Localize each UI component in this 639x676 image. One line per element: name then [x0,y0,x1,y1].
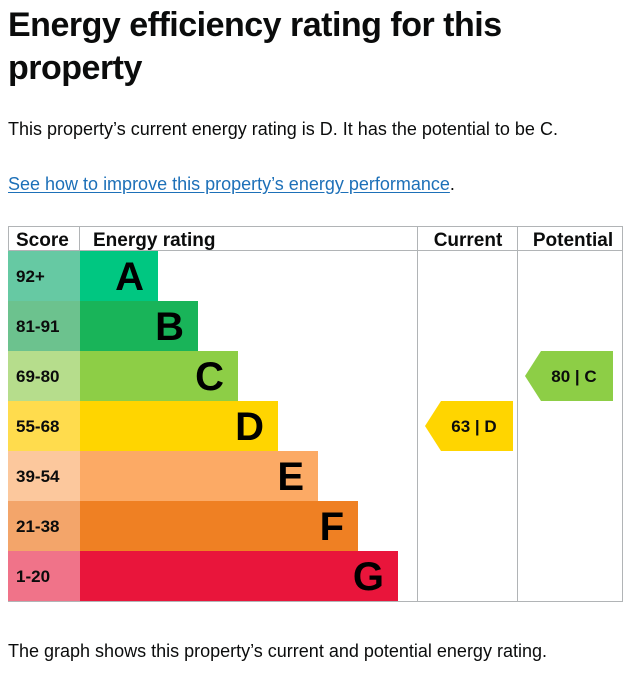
rating-arrows: 63 | D 80 | C [425,351,613,451]
current-rating-label: 63 | D [451,417,496,436]
score-cell-g [8,551,80,601]
header-score: Score [16,230,69,251]
score-cell-c [8,351,80,401]
rating-bar-a [80,251,158,301]
header-current: Current [434,230,503,251]
potential-rating-label: 80 | C [551,367,596,386]
improve-link-paragraph: See how to improve this property’s energ… [8,172,455,196]
improve-energy-link[interactable]: See how to improve this property’s energ… [8,174,450,194]
header-energy-rating: Energy rating [93,230,215,251]
score-range-b: 81-91 [16,317,59,336]
rating-bar-e [80,451,318,501]
epc-chart-svg: Score Energy rating Current Potential 92… [8,226,623,602]
rating-bar-d [80,401,278,451]
link-period: . [449,174,455,194]
score-range-a: 92+ [16,267,45,286]
rating-letter-c: C [195,355,224,399]
epc-chart: Score Energy rating Current Potential 92… [8,226,623,602]
rating-letter-a: A [115,255,144,299]
potential-rating-arrow [525,351,613,401]
chart-caption: The graph shows this property’s current … [8,641,547,661]
score-range-c: 69-80 [16,367,59,386]
score-cell-f [8,501,80,551]
rating-bar-c [80,351,238,401]
rating-letter-d: D [235,405,264,449]
rating-summary: This property’s current energy rating is… [8,119,558,139]
rating-letter-g: G [353,555,384,599]
rating-bar-f [80,501,358,551]
score-range-f: 21-38 [16,517,59,536]
rating-letter-e: E [277,455,304,499]
rating-letter-f: F [320,505,344,549]
score-range-d: 55-68 [16,417,59,436]
rating-letter-b: B [155,305,184,349]
current-rating-arrow [425,401,513,451]
score-range-e: 39-54 [16,467,60,486]
rating-bar-g [80,551,398,601]
score-range-g: 1-20 [16,567,50,586]
score-cell-d [8,401,80,451]
page-title: Energy efficiency rating for this proper… [8,6,502,87]
score-cell-e [8,451,80,501]
score-cell-a [8,251,80,301]
chart-grid [8,226,623,602]
rating-bar-b [80,301,198,351]
header-potential: Potential [533,230,613,251]
rating-bands: 92+ A 81-91 B 69-80 C 55-68 D 39-54 E 21-38 F 1-20 G [8,251,398,601]
score-cell-b [8,301,80,351]
